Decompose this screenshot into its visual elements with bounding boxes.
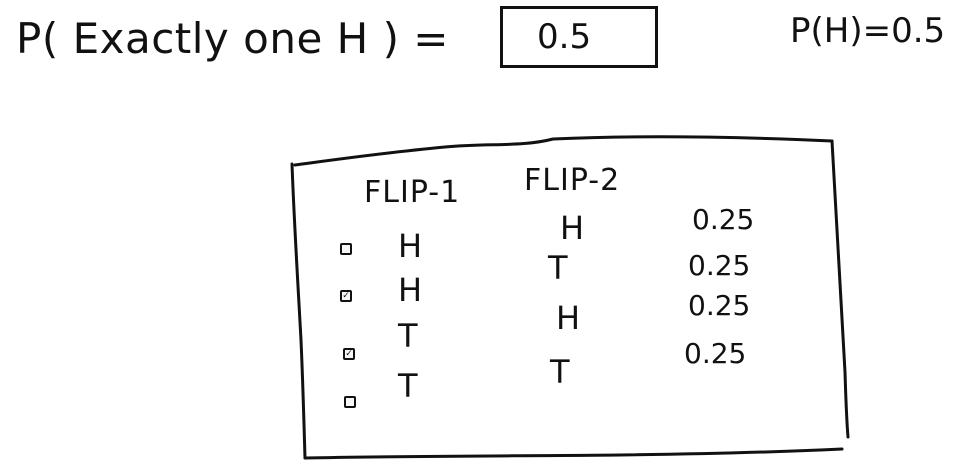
row-3-probability: 0.25 xyxy=(688,289,751,322)
row-1-probability: 0.25 xyxy=(692,203,755,236)
row-1-flip-1: H xyxy=(398,227,423,265)
unchecked-box-icon[interactable] xyxy=(340,243,352,255)
row-4-flip-2: T xyxy=(550,353,570,391)
question-equation: P( Exactly one H ) = xyxy=(16,14,449,63)
answer-value: 0.5 xyxy=(537,17,592,57)
unchecked-box-icon[interactable] xyxy=(344,396,356,408)
row-4-flip-1: T xyxy=(398,367,418,405)
row-2-flip-2: T xyxy=(548,249,568,287)
column-header-flip-2: FLIP-2 xyxy=(524,163,621,198)
row-2-probability: 0.25 xyxy=(688,249,751,282)
row-2-flip-1: H xyxy=(398,271,423,309)
row-3-flip-1: T xyxy=(398,317,418,355)
row-1-flip-2: H xyxy=(560,209,585,247)
checked-box-icon[interactable]: ✓ xyxy=(343,348,355,360)
answer-box[interactable] xyxy=(500,6,658,68)
given-probability: P(H)=0.5 xyxy=(790,11,946,51)
checked-box-icon[interactable]: ✓ xyxy=(340,290,352,302)
row-4-probability: 0.25 xyxy=(684,337,747,370)
column-header-flip-1: FLIP-1 xyxy=(364,175,461,210)
row-3-flip-2: H xyxy=(556,299,581,337)
